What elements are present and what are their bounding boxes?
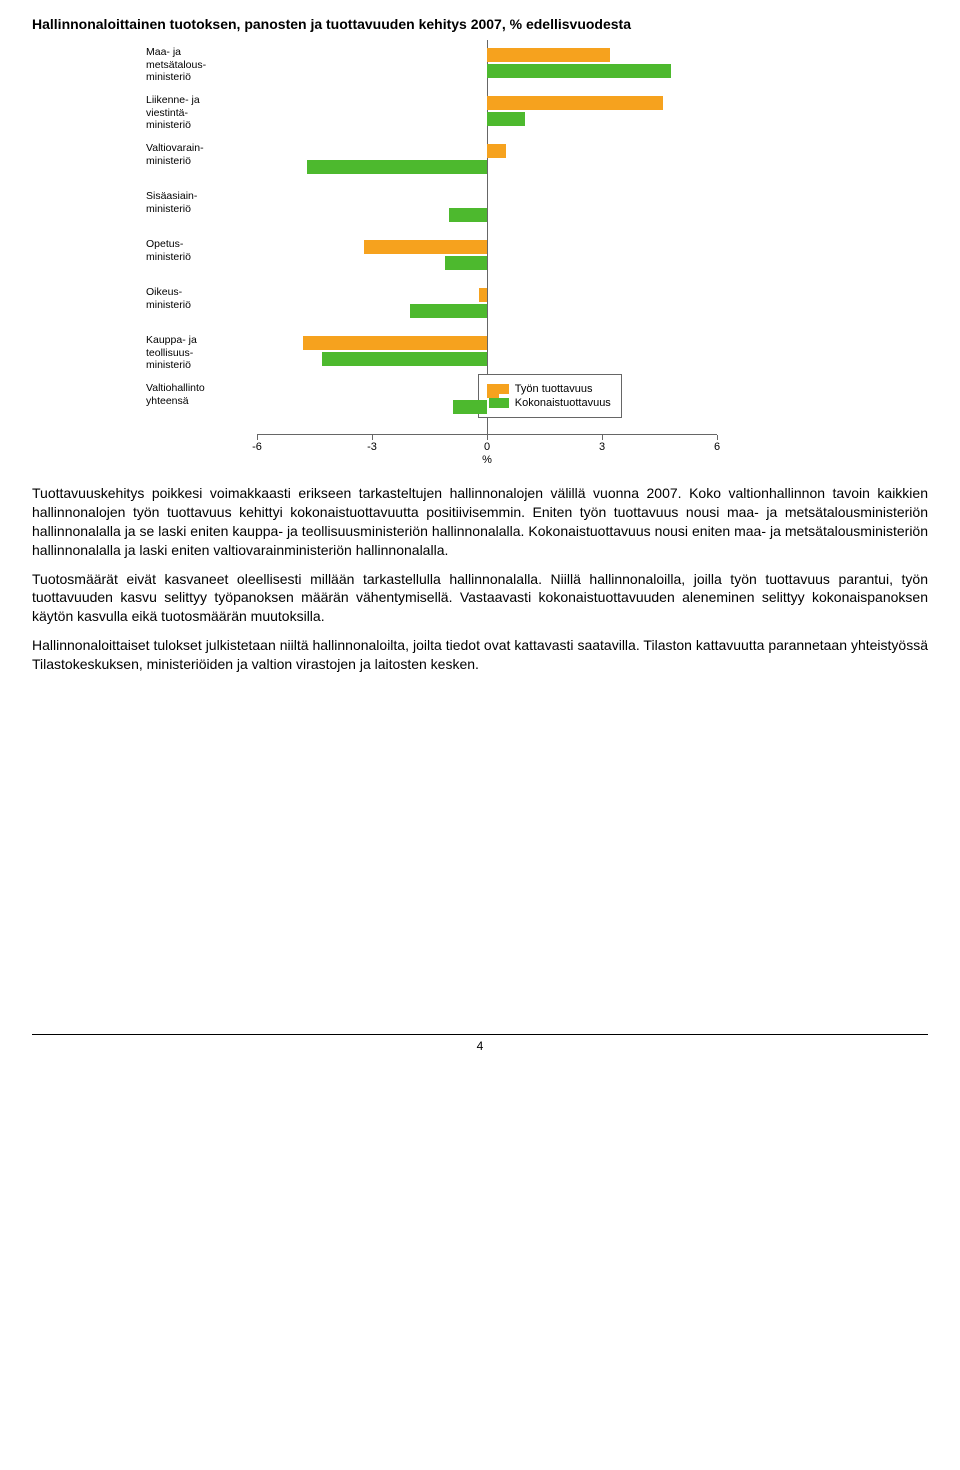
x-tick-label: -3 (367, 441, 377, 453)
category-label: Valtiohallintoyhteensä (146, 382, 256, 407)
chart-container: Työn tuottavuusKokonaistuottavuus % -6-3… (142, 40, 742, 464)
page-number: 4 (477, 1039, 484, 1053)
x-tick (372, 435, 373, 440)
chart-row: Opetus-ministeriö (142, 232, 742, 280)
chart-row: Valtiovarain-ministeriö (142, 136, 742, 184)
category-label: Kauppa- jateollisuus-ministeriö (146, 334, 256, 372)
category-label: Valtiovarain-ministeriö (146, 142, 256, 167)
category-label: Oikeus-ministeriö (146, 286, 256, 311)
body-paragraph-3: Hallinnonaloittaiset tulokset julkisteta… (32, 636, 928, 674)
category-label: Opetus-ministeriö (146, 238, 256, 263)
x-tick-label: -6 (252, 441, 262, 453)
chart-row: Oikeus-ministeriö (142, 280, 742, 328)
bar-chart: Työn tuottavuusKokonaistuottavuus % -6-3… (142, 40, 742, 464)
page-title: Hallinnonaloittainen tuotoksen, panosten… (32, 16, 928, 32)
x-tick-label: 0 (484, 441, 490, 453)
category-label: Maa- jametsätalous-ministeriö (146, 46, 256, 84)
x-axis-label: % (482, 454, 492, 466)
chart-row: Maa- jametsätalous-ministeriö (142, 40, 742, 88)
x-tick (487, 435, 488, 440)
chart-row: Liikenne- javiestintä-ministeriö (142, 88, 742, 136)
x-axis: % -6-3036 (257, 434, 717, 464)
category-label: Liikenne- javiestintä-ministeriö (146, 94, 256, 132)
category-label: Sisäasiain-ministeriö (146, 190, 256, 215)
x-tick-label: 3 (599, 441, 605, 453)
body-paragraph-1: Tuottavuuskehitys poikkesi voimakkaasti … (32, 484, 928, 560)
body-paragraph-2: Tuotosmäärät eivät kasvaneet oleellisest… (32, 570, 928, 627)
chart-row: Valtiohallintoyhteensä (142, 376, 742, 424)
chart-row: Kauppa- jateollisuus-ministeriö (142, 328, 742, 376)
x-tick-label: 6 (714, 441, 720, 453)
chart-row: Sisäasiain-ministeriö (142, 184, 742, 232)
x-tick (717, 435, 718, 440)
x-tick (257, 435, 258, 440)
page-footer: 4 (32, 1034, 928, 1053)
x-tick (602, 435, 603, 440)
